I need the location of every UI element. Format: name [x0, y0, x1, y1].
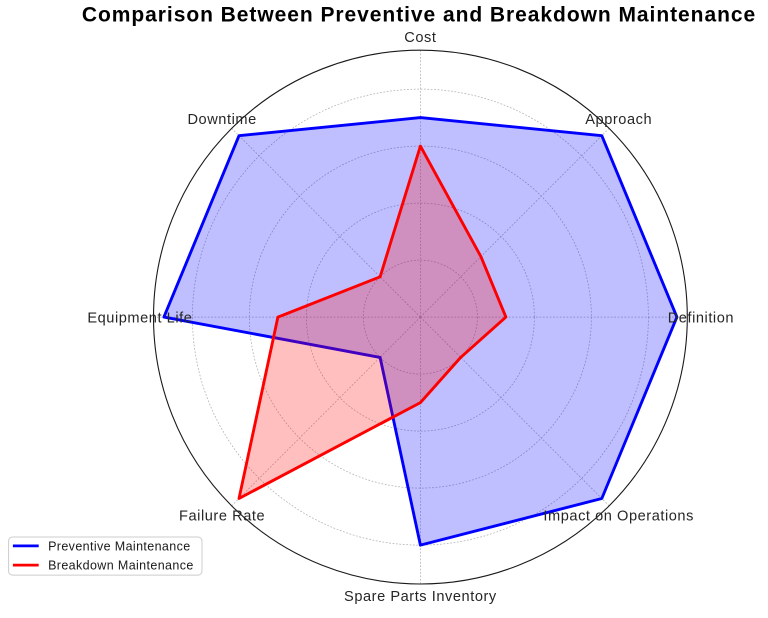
svg-text:Spare Parts Inventory: Spare Parts Inventory: [344, 589, 497, 605]
svg-text:Approach: Approach: [585, 112, 652, 128]
svg-text:Cost: Cost: [404, 30, 436, 46]
svg-text:Preventive Maintenance: Preventive Maintenance: [48, 539, 190, 553]
svg-text:Comparison Between Preventive: Comparison Between Preventive and Breakd…: [82, 3, 756, 26]
svg-text:Breakdown Maintenance: Breakdown Maintenance: [48, 559, 194, 573]
svg-text:Impact on Operations: Impact on Operations: [543, 508, 694, 524]
svg-text:Failure Rate: Failure Rate: [179, 508, 265, 524]
svg-text:Definition: Definition: [668, 310, 734, 326]
svg-text:Downtime: Downtime: [187, 112, 256, 128]
svg-text:Equipment Life: Equipment Life: [87, 310, 192, 326]
